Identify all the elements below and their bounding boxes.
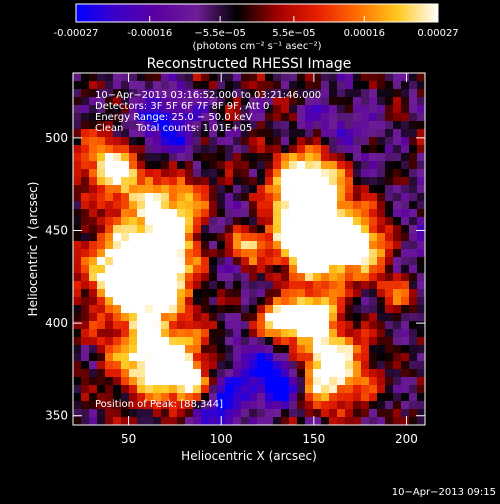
colorbar-tick-label: 0.00027 <box>417 28 458 39</box>
x-tick-label: 50 <box>121 432 136 446</box>
x-tick-label: 100 <box>210 432 233 446</box>
annotation-energy-range: Energy Range: 25.0 − 50.0 keV <box>95 112 252 123</box>
colorbar-tick-label: 5.5e−05 <box>272 28 315 39</box>
colorbar-units-label: (photons cm⁻² s⁻¹ asec⁻²) <box>192 41 321 52</box>
annotation-peak-position: Position of Peak: [88,344] <box>95 399 223 410</box>
plot-frame <box>72 72 426 426</box>
y-axis-label: Heliocentric Y (arcsec) <box>26 182 40 317</box>
colorbar-ticks: -0.00027 -0.00016 −5.5e−05 5.5e−05 0.00016 0.… <box>54 16 459 39</box>
chart-title: Reconstructed RHESSI Image <box>147 56 352 72</box>
annotation-time-range: 10−Apr−2013 03:16:52.000 to 03:21:46.000 <box>95 90 321 101</box>
x-tick-label: 200 <box>395 432 418 446</box>
y-tick-label: 400 <box>45 316 68 330</box>
colorbar-tick-label: −5.5e−05 <box>194 28 246 39</box>
annotation-clean-counts: Clean Total counts: 1.01E+05 <box>95 123 252 134</box>
x-axis-label: Heliocentric X (arcsec) <box>181 449 317 463</box>
axes: 50 100 150 200 350 400 450 500 <box>45 73 425 446</box>
colorbar-tick-label: -0.00016 <box>127 28 172 39</box>
y-tick-label: 450 <box>45 223 68 237</box>
y-tick-label: 500 <box>45 131 68 145</box>
heatmap-image <box>73 73 425 425</box>
colorbar-tick-label: 0.00016 <box>344 28 385 39</box>
annotation-detectors: Detectors: 3F 5F 6F 7F 8F 9F, Att 0 <box>95 101 269 112</box>
colorbar <box>75 3 439 23</box>
x-tick-label: 150 <box>302 432 325 446</box>
colorbar-tick-label: -0.00027 <box>54 28 99 39</box>
y-tick-label: 350 <box>45 409 68 423</box>
footer-timestamp: 10−Apr−2013 09:15 <box>392 487 496 498</box>
